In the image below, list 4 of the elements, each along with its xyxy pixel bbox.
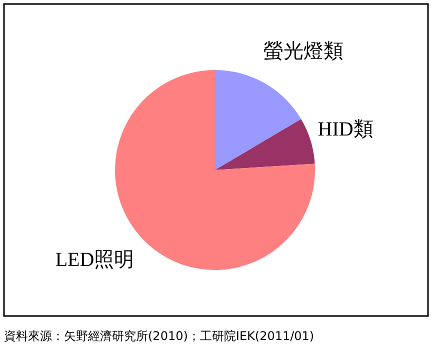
slice-label: LED照明	[55, 249, 134, 272]
source-note: 資料來源：矢野經濟研究所(2010)；工研院IEK(2011/01)	[4, 329, 314, 343]
slice-label: 螢光燈類	[263, 40, 344, 62]
slice-label: HID類	[318, 118, 374, 140]
